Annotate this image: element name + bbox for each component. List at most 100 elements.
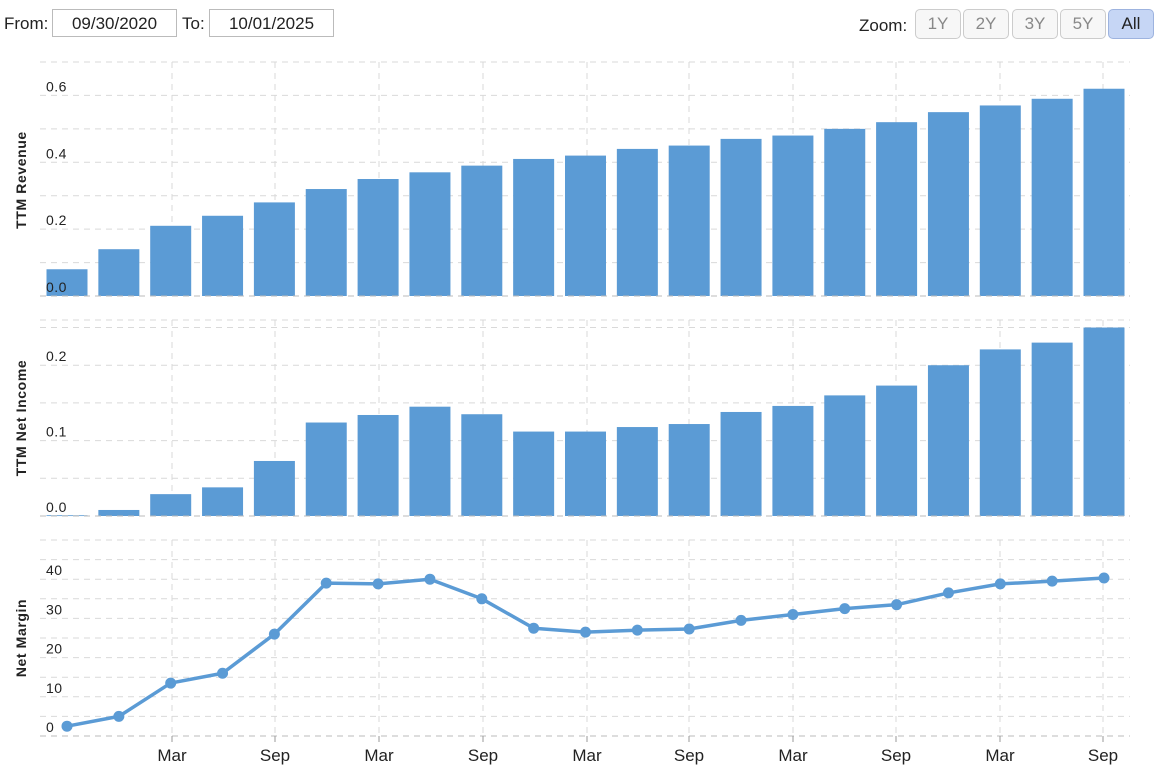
net-income-bar-9[interactable] [513,431,555,516]
net-income-bar-14[interactable] [772,405,814,516]
revenue-bar-13[interactable] [720,138,762,296]
net-margin-ytick-3: 30 [46,601,63,617]
net-margin-point-0[interactable] [61,720,73,732]
revenue-bar-11[interactable] [616,148,658,296]
toolbar: From: 09/30/2020 To: 10/01/2025 Zoom: 1Y… [0,0,1154,48]
zoom-1y-button[interactable]: 1Y [915,9,961,39]
net-income-bar-16[interactable] [876,385,918,516]
net-income-bar-7[interactable] [409,406,451,516]
revenue-ytick-3: 0.6 [46,78,67,94]
revenue-axis-title: TTM Revenue [13,131,29,229]
x-tick-label-4: Mar [572,746,602,765]
revenue-bar-3[interactable] [202,215,244,296]
revenue-bar-18[interactable] [979,105,1021,296]
net-margin-point-3[interactable] [217,667,229,679]
revenue-bar-6[interactable] [357,179,399,296]
revenue-bar-2[interactable] [150,225,192,296]
x-tick-label-3: Sep [468,746,498,765]
net-margin-point-15[interactable] [839,603,851,615]
x-tick-label-5: Sep [674,746,704,765]
net-margin-ytick-2: 20 [46,641,63,657]
zoom-2y-button[interactable]: 2Y [963,9,1009,39]
net-income-bar-8[interactable] [461,414,503,516]
revenue-bar-17[interactable] [927,112,969,297]
revenue-bar-8[interactable] [461,165,503,296]
net-margin-point-9[interactable] [528,622,540,634]
net-income-bar-2[interactable] [150,494,192,516]
net-margin-point-7[interactable] [424,573,436,585]
net-margin-point-11[interactable] [631,624,643,636]
net-margin-line [66,576,1105,728]
x-tick-label-0: Mar [157,746,187,765]
net-income-bar-20[interactable] [1083,327,1125,516]
net-margin-axis-title: Net Margin [13,599,29,677]
net-income-panel: 0.0 0.1 0.2 TTM Net Income [13,319,1130,517]
net-income-bar-4[interactable] [253,460,295,516]
net-margin-point-8[interactable] [476,593,488,605]
zoom-all-button[interactable]: All [1108,9,1154,39]
revenue-bar-10[interactable] [565,155,606,296]
net-margin-ytick-4: 40 [46,562,63,578]
revenue-bar-14[interactable] [772,135,814,296]
net-income-ytick-0: 0.0 [46,499,67,515]
revenue-bar-12[interactable] [668,145,710,296]
net-margin-point-10[interactable] [580,626,591,638]
x-tick-label-8: Mar [985,746,1015,765]
net-income-bar-11[interactable] [616,427,658,516]
net-margin-point-1[interactable] [113,710,125,722]
net-margin-point-18[interactable] [994,578,1006,590]
revenue-bar-7[interactable] [409,172,451,296]
x-tick-label-2: Mar [364,746,394,765]
net-margin-point-20[interactable] [1098,572,1110,584]
net-income-bar-6[interactable] [357,414,399,516]
net-income-bar-5[interactable] [305,422,347,516]
x-tick-label-1: Sep [260,746,290,765]
net-margin-point-4[interactable] [268,628,280,640]
x-tick-label-9: Sep [1088,746,1118,765]
net-income-bar-13[interactable] [720,411,762,516]
net-margin-panel: 0 10 20 30 40 Net Margin [13,539,1130,737]
net-income-bar-3[interactable] [202,487,244,516]
net-margin-point-16[interactable] [891,599,903,611]
net-margin-ytick-0: 0 [46,719,54,735]
from-label: From: [4,14,49,33]
net-income-bar-10[interactable] [565,431,606,516]
revenue-bar-19[interactable] [1031,98,1073,297]
net-margin-point-14[interactable] [787,608,799,620]
revenue-bar-1[interactable] [98,249,140,296]
net-income-bar-15[interactable] [824,395,866,516]
net-margin-point-5[interactable] [320,577,332,589]
zoom-3y-button[interactable]: 3Y [1012,9,1058,39]
net-income-ytick-2: 0.2 [46,348,67,364]
revenue-ytick-0: 0.0 [46,279,67,295]
revenue-panel: 0.0 0.2 0.4 0.6 TTM Revenue [13,61,1130,297]
zoom-5y-button[interactable]: 5Y [1060,9,1106,39]
x-tick-label-7: Sep [881,746,911,765]
revenue-bar-4[interactable] [253,202,295,296]
net-margin-point-19[interactable] [1046,575,1058,587]
net-income-bar-19[interactable] [1031,342,1073,516]
net-income-bar-12[interactable] [668,424,710,516]
net-margin-point-6[interactable] [372,578,384,590]
revenue-bar-9[interactable] [513,158,555,296]
revenue-bar-0[interactable] [46,269,88,296]
net-margin-point-13[interactable] [735,614,747,626]
from-date-input[interactable]: 09/30/2020 [52,9,177,37]
x-axis: Mar Sep Mar Sep Mar Sep Mar Sep Mar Sep [157,736,1118,765]
net-income-bar-1[interactable] [98,509,140,516]
net-margin-point-17[interactable] [942,587,954,599]
revenue-bar-15[interactable] [824,128,866,296]
revenue-bar-5[interactable] [305,189,347,296]
net-income-bar-18[interactable] [979,349,1021,516]
to-date-input[interactable]: 10/01/2025 [209,9,334,37]
x-tick-label-6: Mar [778,746,808,765]
net-income-bar-17[interactable] [927,365,969,516]
revenue-bar-20[interactable] [1083,88,1125,296]
net-margin-point-2[interactable] [165,677,177,689]
revenue-ytick-2: 0.4 [46,145,67,161]
to-label: To: [182,14,205,33]
revenue-bar-16[interactable] [876,122,918,297]
net-margin-point-12[interactable] [683,623,695,635]
revenue-ytick-1: 0.2 [46,212,67,228]
